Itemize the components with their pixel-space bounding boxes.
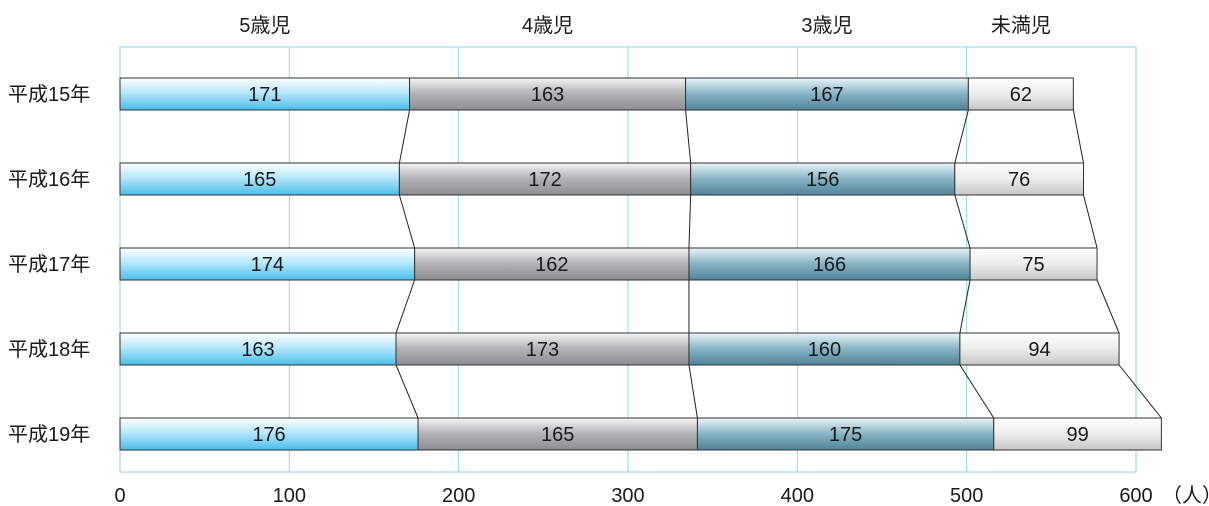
- connector-line: [954, 109, 969, 164]
- data-label: 160: [808, 339, 841, 361]
- labels: 0 100 200 300 400 500 600 （人） 平成15年 171 163 167 62 平成…: [8, 14, 1209, 506]
- legend-label: 未満児: [991, 14, 1051, 37]
- bar-segment: [417, 417, 698, 451]
- connector-line: [395, 364, 419, 419]
- data-label: 176: [252, 424, 285, 446]
- x-tick-label: 500: [950, 485, 983, 506]
- category-label: 平成15年: [8, 83, 90, 106]
- connector-line: [1118, 364, 1162, 419]
- data-label: 165: [541, 424, 574, 446]
- data-label: 166: [813, 254, 846, 276]
- data-label: 171: [248, 84, 281, 106]
- category-label: 平成16年: [8, 168, 90, 191]
- connector-line: [1083, 194, 1098, 249]
- connector-lines: [395, 109, 1162, 419]
- data-label: 75: [1022, 254, 1044, 276]
- data-label: 172: [528, 169, 561, 191]
- legend-label: 4歳児: [522, 14, 573, 37]
- bar-segment: [959, 332, 1120, 366]
- connector-line: [959, 279, 971, 334]
- bar-segment: [688, 247, 971, 281]
- connector-line: [395, 279, 416, 334]
- legend-label: 3歳児: [801, 14, 852, 37]
- category-label: 平成19年: [8, 423, 90, 446]
- bar-segment: [414, 247, 690, 281]
- data-label: 99: [1066, 424, 1088, 446]
- bar-segment: [119, 332, 397, 366]
- x-tick-label: 400: [781, 485, 814, 506]
- connector-line: [398, 109, 411, 164]
- x-tick-label: 600: [1119, 485, 1152, 506]
- x-tick-label: 200: [442, 485, 475, 506]
- category-label: 平成18年: [8, 338, 90, 361]
- connector-line: [1072, 109, 1084, 164]
- bars: [119, 77, 1162, 451]
- data-label: 163: [531, 84, 564, 106]
- bar-segment: [969, 247, 1098, 281]
- bar-segment: [409, 77, 687, 111]
- bar-segment: [688, 332, 961, 366]
- data-label: 173: [526, 339, 559, 361]
- connector-line: [398, 194, 416, 249]
- connector-line: [688, 194, 692, 249]
- connector-line: [688, 364, 698, 419]
- x-axis-unit: （人）: [1162, 484, 1209, 506]
- data-label: 62: [1010, 84, 1032, 106]
- data-label: 76: [1008, 169, 1030, 191]
- data-label: 156: [806, 169, 839, 191]
- connector-line: [685, 109, 692, 164]
- x-tick-label: 0: [114, 485, 125, 506]
- bar-segment: [690, 162, 956, 196]
- data-label: 175: [829, 424, 862, 446]
- bar-segment: [967, 77, 1074, 111]
- x-tick-label: 100: [273, 485, 306, 506]
- data-label: 167: [810, 84, 843, 106]
- bar-segment: [696, 417, 995, 451]
- connector-line: [959, 364, 995, 419]
- bar-segment: [119, 162, 400, 196]
- bar-segment: [993, 417, 1162, 451]
- category-label: 平成17年: [8, 253, 90, 276]
- bar-segment: [954, 162, 1085, 196]
- bar-segment: [395, 332, 690, 366]
- connector-line: [1096, 279, 1120, 334]
- data-label: 94: [1028, 339, 1050, 361]
- x-tick-label: 300: [611, 485, 644, 506]
- data-label: 162: [535, 254, 568, 276]
- bar-segment: [119, 247, 416, 281]
- connector-line: [954, 194, 971, 249]
- legend-label: 5歳児: [239, 14, 290, 37]
- data-label: 163: [241, 339, 274, 361]
- data-label: 165: [243, 169, 276, 191]
- bar-segment: [685, 77, 969, 111]
- data-label: 174: [251, 254, 284, 276]
